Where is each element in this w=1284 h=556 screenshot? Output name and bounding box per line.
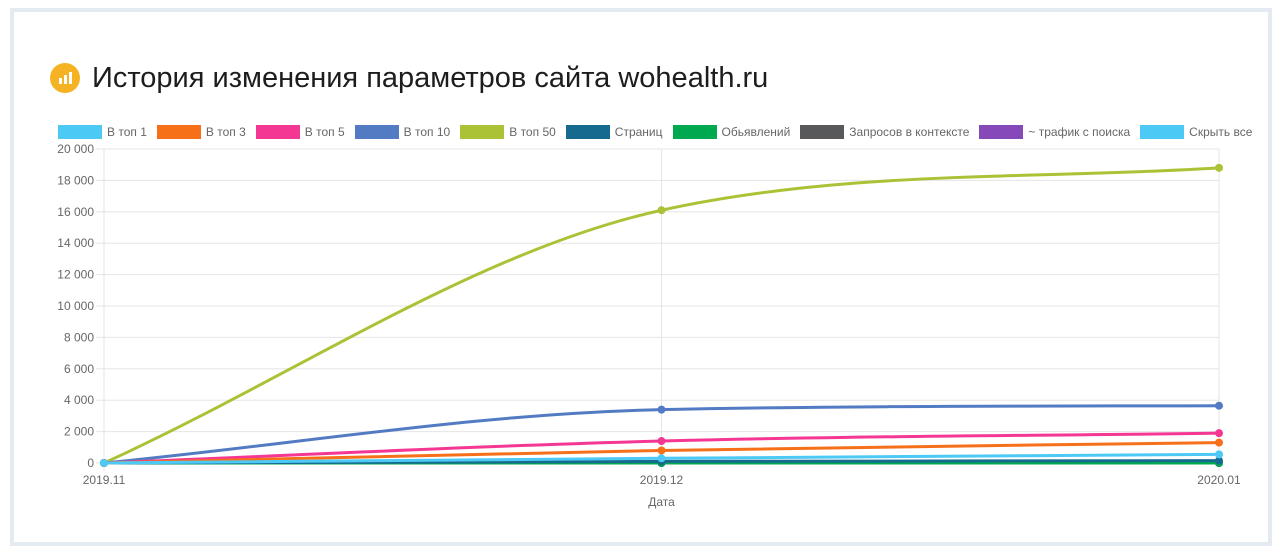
legend-swatch bbox=[156, 125, 201, 139]
y-tick-label: 6 000 bbox=[64, 362, 94, 376]
x-tick-label: 2019.11 bbox=[83, 473, 126, 487]
x-tick-label: 2020.01 bbox=[1197, 473, 1241, 487]
y-tick-label: 14 000 bbox=[57, 236, 94, 250]
chart-legend: В топ 1 В топ 3 В топ 5 В топ 10 В топ 50 Стр… bbox=[58, 122, 1262, 142]
y-tick-label: 16 000 bbox=[57, 205, 94, 219]
legend-label: В топ 10 bbox=[403, 125, 451, 139]
legend-item-series-3[interactable]: В топ 10 bbox=[354, 125, 451, 139]
legend-item-series-1[interactable]: В топ 3 bbox=[156, 125, 246, 139]
legend-item-series-8[interactable]: ~ трафик с поиска bbox=[979, 125, 1130, 139]
legend-swatch bbox=[354, 125, 399, 139]
page-title: История изменения параметров сайта wohea… bbox=[92, 61, 769, 94]
legend-swatch bbox=[58, 125, 102, 139]
y-tick-label: 18 000 bbox=[57, 173, 94, 187]
legend-swatch bbox=[1140, 125, 1185, 139]
y-tick-label: 10 000 bbox=[57, 299, 94, 313]
legend-item-series-2[interactable]: В топ 5 bbox=[255, 125, 345, 139]
legend-item-series-0[interactable]: В топ 1 bbox=[58, 125, 147, 139]
data-point bbox=[657, 206, 666, 215]
data-point bbox=[657, 405, 666, 414]
y-tick-label: 2 000 bbox=[64, 425, 94, 439]
legend-label: Страниц bbox=[614, 125, 663, 139]
legend-label: В топ 5 bbox=[304, 125, 345, 139]
data-point bbox=[657, 454, 666, 463]
legend-swatch bbox=[460, 125, 505, 139]
chart-header: История изменения параметров сайта wohea… bbox=[50, 60, 768, 96]
data-point bbox=[657, 437, 666, 446]
legend-label: Скрыть все bbox=[1189, 125, 1253, 139]
data-point bbox=[1215, 438, 1223, 447]
data-point bbox=[100, 459, 108, 467]
legend-label: ~ трафик с поиска bbox=[1028, 125, 1131, 139]
legend-swatch bbox=[565, 125, 610, 139]
data-point bbox=[1215, 429, 1223, 438]
x-tick-label: 2019.12 bbox=[640, 473, 684, 487]
data-point bbox=[1215, 163, 1223, 172]
legend-item-series-5[interactable]: Страниц bbox=[565, 125, 663, 139]
legend-swatch bbox=[800, 125, 845, 139]
y-tick-label: 20 000 bbox=[57, 142, 94, 156]
y-tick-label: 8 000 bbox=[64, 330, 94, 344]
legend-item-series-6[interactable]: Обьявлений bbox=[672, 125, 791, 139]
data-point bbox=[1215, 450, 1223, 459]
legend-label: В топ 50 bbox=[509, 125, 556, 139]
y-tick-label: 12 000 bbox=[57, 268, 94, 282]
legend-label: Запросов в контексте bbox=[849, 125, 970, 139]
legend-label: В топ 1 bbox=[107, 125, 147, 139]
legend-item-series-7[interactable]: Запросов в контексте bbox=[800, 125, 969, 139]
legend-item-series-4[interactable]: В топ 50 bbox=[460, 125, 556, 139]
bar-chart-icon bbox=[50, 63, 80, 93]
data-point bbox=[657, 446, 666, 455]
data-point bbox=[1215, 401, 1223, 410]
x-axis-title: Дата bbox=[648, 495, 675, 509]
legend-label: Обьявлений bbox=[721, 125, 791, 139]
legend-swatch bbox=[672, 125, 717, 139]
legend-swatch bbox=[979, 125, 1024, 139]
y-tick-label: 0 bbox=[87, 456, 94, 470]
y-tick-label: 4 000 bbox=[64, 393, 94, 407]
hide-all-button[interactable]: Скрыть все bbox=[1140, 125, 1252, 139]
legend-swatch bbox=[255, 125, 300, 139]
legend-label: В топ 3 bbox=[205, 125, 246, 139]
